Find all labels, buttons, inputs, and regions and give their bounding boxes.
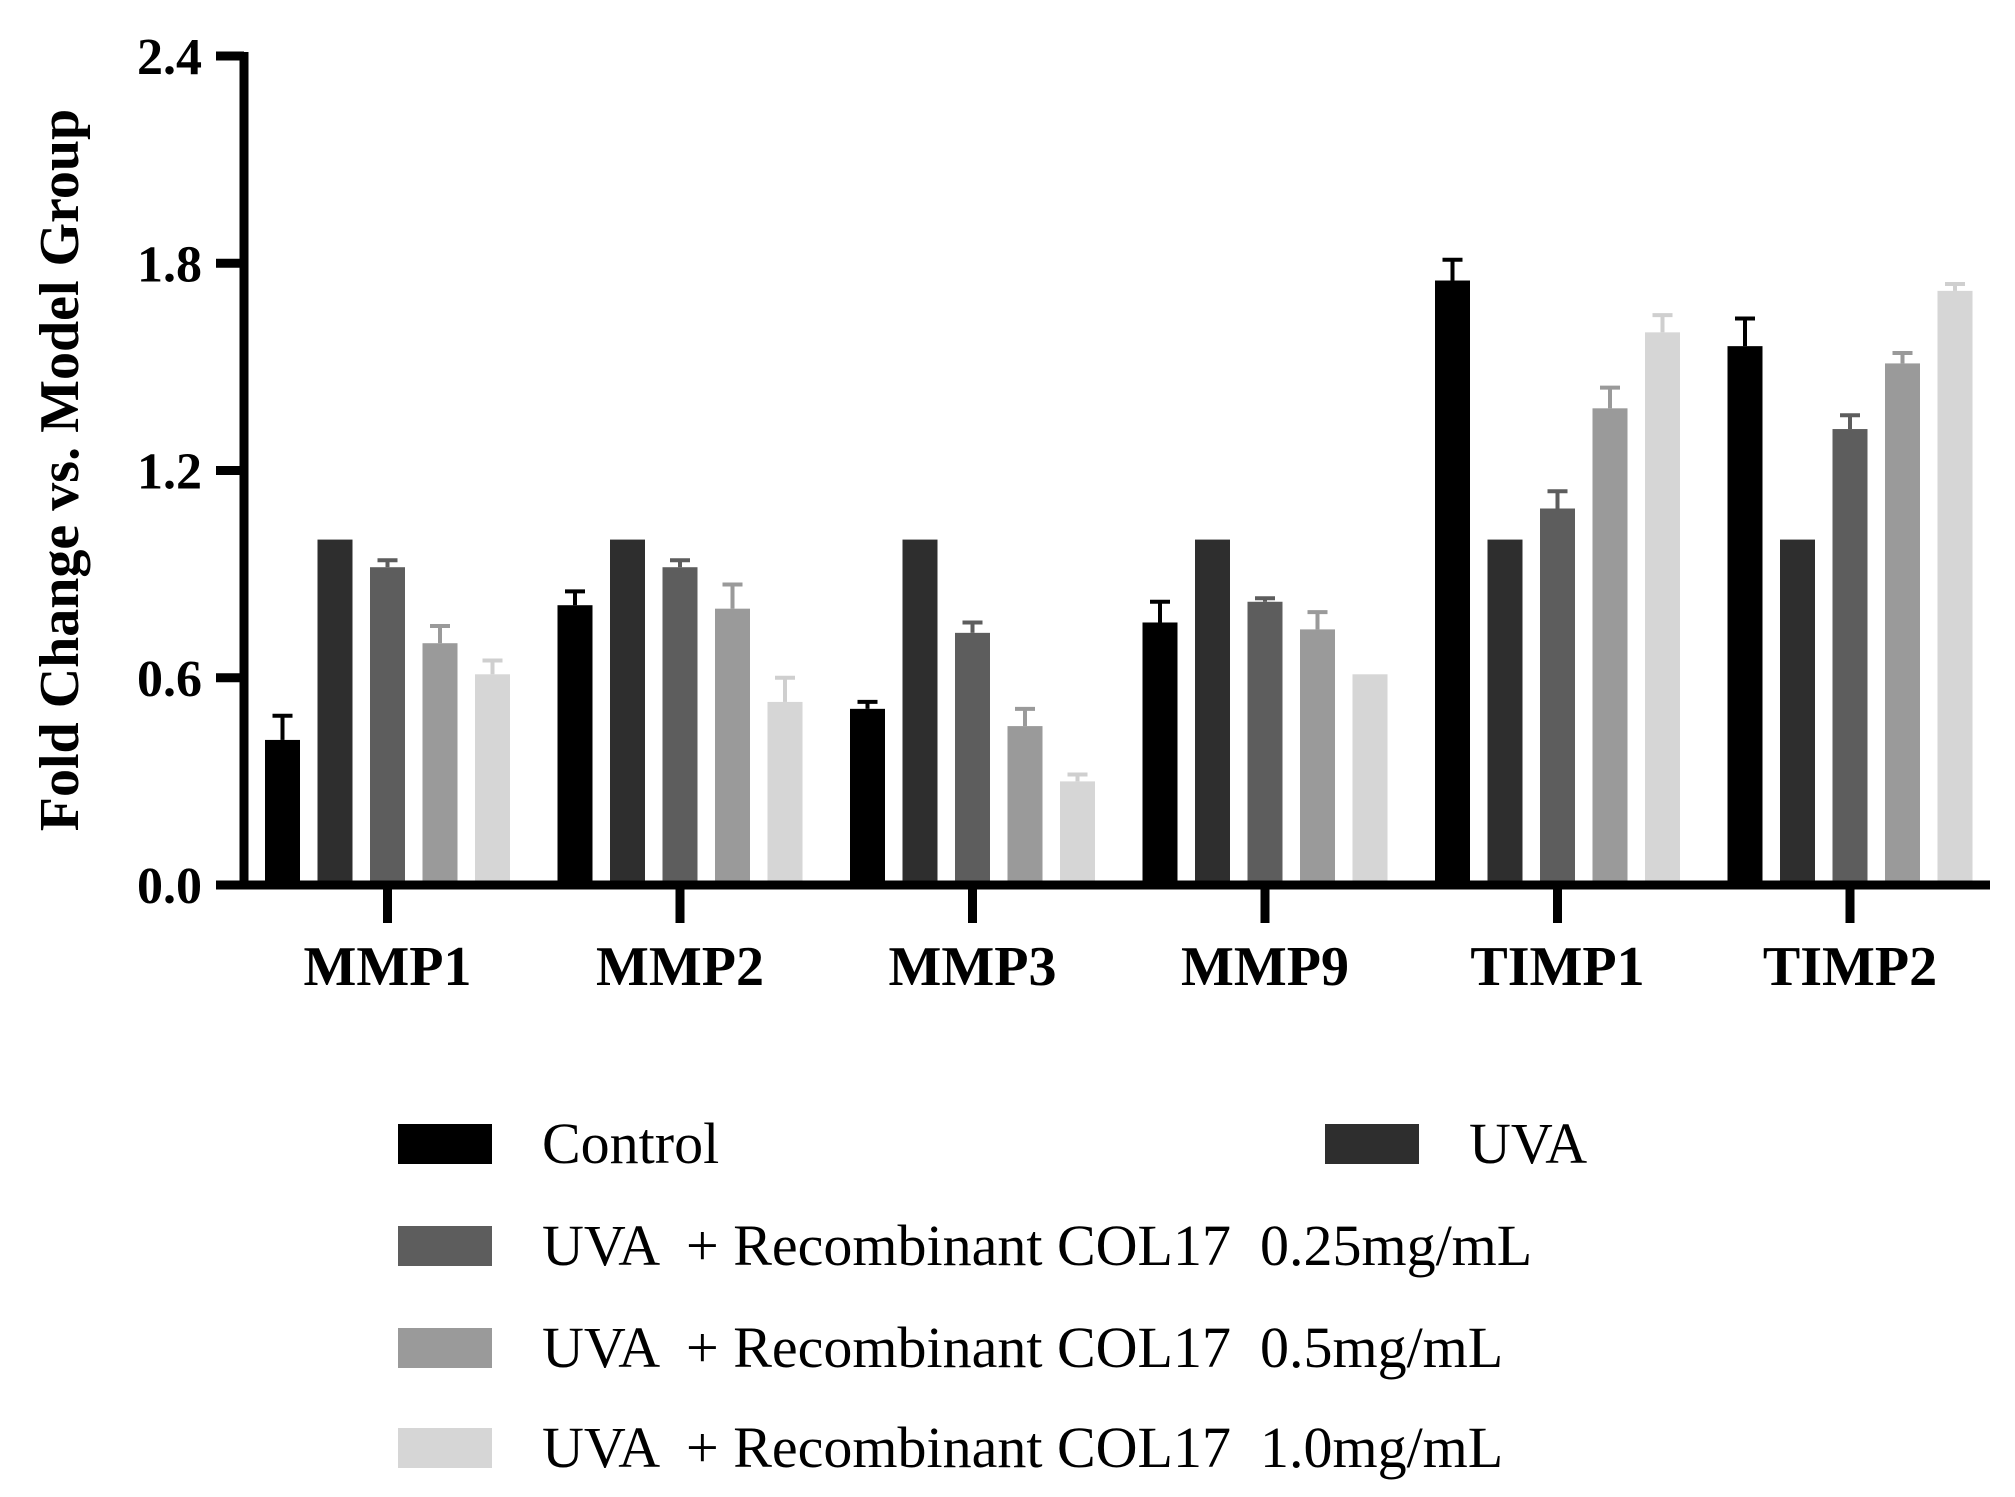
bar-mmp2-series-4 xyxy=(767,701,803,885)
y-tick-label-0: 0.0 xyxy=(137,858,202,915)
bar-mmp2-series-0 xyxy=(557,605,593,885)
bar-timp1-series-1 xyxy=(1487,539,1523,885)
error-bars-layer xyxy=(272,257,1965,782)
bar-timp1-series-2 xyxy=(1540,508,1575,885)
bar-timp1-series-4 xyxy=(1645,332,1680,885)
bar-mmp9-series-0 xyxy=(1142,622,1178,885)
y-tick-label-1: 0.6 xyxy=(137,651,202,708)
bar-mmp1-series-4 xyxy=(475,674,510,885)
bar-timp2-series-1 xyxy=(1780,539,1815,885)
bar-mmp1-series-3 xyxy=(422,643,458,885)
bar-timp1-series-3 xyxy=(1592,408,1628,885)
bar-timp2-series-0 xyxy=(1727,346,1763,885)
bar-timp2-series-4 xyxy=(1937,290,1973,886)
y-axis-title-group: Fold Change vs. Model Group xyxy=(29,109,91,831)
bar-mmp3-series-2 xyxy=(955,632,990,885)
bar-mmp9-series-4 xyxy=(1352,674,1388,885)
bar-mmp1-series-0 xyxy=(265,739,300,885)
bar-mmp3-series-0 xyxy=(850,708,885,885)
bar-mmp1-series-1 xyxy=(317,539,353,885)
bar-mmp3-series-1 xyxy=(902,539,938,885)
x-tick-label-timp2: TIMP2 xyxy=(1763,936,1937,998)
x-tick-label-mmp2: MMP2 xyxy=(596,936,764,998)
bar-mmp3-series-3 xyxy=(1007,726,1043,885)
y-tick-label-3: 1.8 xyxy=(137,236,202,293)
bar-mmp9-series-3 xyxy=(1300,629,1335,885)
y-tick-label-2: 1.2 xyxy=(137,444,202,501)
bar-mmp2-series-2 xyxy=(662,567,698,885)
bars-layer xyxy=(265,280,1973,886)
x-tick-label-mmp1: MMP1 xyxy=(304,936,472,998)
bar-mmp9-series-1 xyxy=(1195,539,1230,885)
bar-timp2-series-3 xyxy=(1885,363,1920,885)
bar-mmp2-series-1 xyxy=(610,539,645,885)
y-axis-title: Fold Change vs. Model Group xyxy=(29,109,91,831)
bar-timp2-series-2 xyxy=(1832,429,1868,885)
bar-mmp3-series-4 xyxy=(1060,781,1095,885)
bar-mmp9-series-2 xyxy=(1247,601,1283,885)
bar-mmp1-series-2 xyxy=(370,567,405,885)
x-tick-label-mmp3: MMP3 xyxy=(889,936,1057,998)
axes-layer xyxy=(216,51,1990,923)
y-tick-label-4: 2.4 xyxy=(137,29,202,86)
x-tick-label-mmp9: MMP9 xyxy=(1181,936,1349,998)
x-tick-label-timp1: TIMP1 xyxy=(1470,936,1644,998)
bar-timp1-series-0 xyxy=(1435,280,1470,885)
labels-layer: MMP1 MMP2 MMP3 MMP9 TIMP1 TIMP2 0.0 0.6 1.2 1.8 2.… xyxy=(137,29,1937,998)
bar-mmp2-series-3 xyxy=(715,608,750,885)
